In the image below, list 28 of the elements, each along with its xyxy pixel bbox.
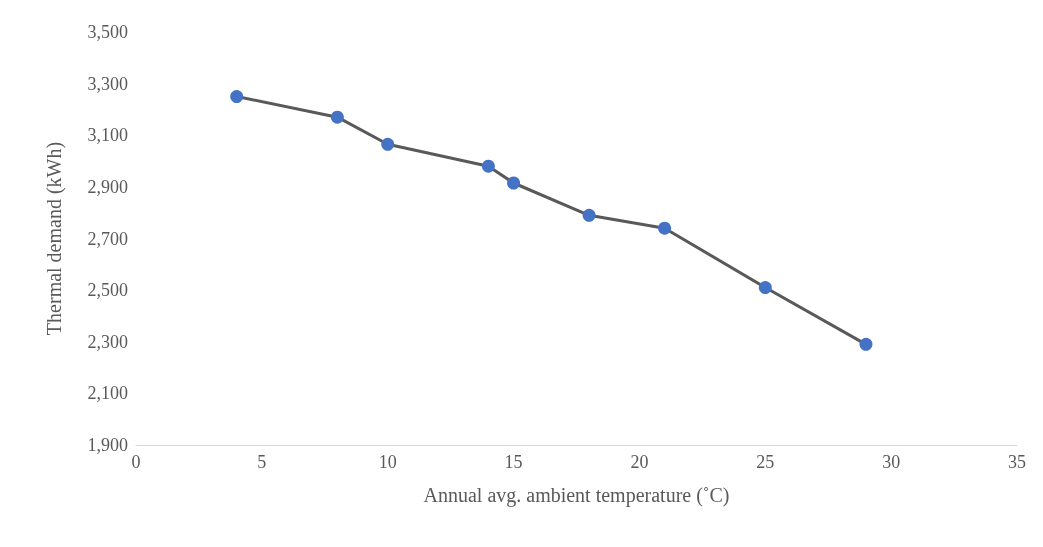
point (758, 281, 772, 295)
point (582, 208, 596, 222)
y-tick-label: 2,100 (87, 383, 128, 404)
x-tick-label: 20 (630, 452, 649, 472)
y-tick-label: 1,900 (87, 435, 128, 455)
y-tick-label: 3,100 (87, 125, 128, 146)
point (230, 90, 244, 104)
x-axis-title: Annual avg. ambient temperature (˚C) (423, 484, 730, 507)
y-tick-label: 2,500 (87, 280, 128, 301)
y-tick-label: 3,500 (87, 22, 128, 42)
x-tick-label: 35 (1008, 452, 1026, 472)
point (859, 337, 873, 351)
y-tick-label: 2,900 (87, 176, 128, 197)
x-tick-label: 0 (131, 452, 141, 472)
x-tick-label: 30 (882, 452, 901, 472)
y-axis-title: Thermal demand (kWh) (43, 141, 66, 336)
x-tick-label: 25 (756, 452, 775, 472)
point (330, 110, 344, 124)
point (381, 137, 395, 151)
y-tick-label: 2,300 (87, 331, 128, 352)
point (481, 159, 495, 173)
x-tick-label: 15 (504, 452, 523, 472)
x-tick-label: 10 (378, 452, 397, 472)
y-tick-label: 2,700 (87, 228, 128, 249)
y-tick-label: 3,300 (87, 73, 128, 94)
x-tick-label: 5 (257, 452, 267, 472)
point (658, 221, 672, 235)
point (507, 176, 521, 190)
